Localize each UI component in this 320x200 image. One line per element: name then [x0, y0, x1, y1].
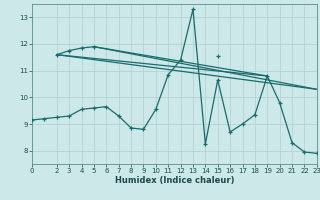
X-axis label: Humidex (Indice chaleur): Humidex (Indice chaleur) [115, 176, 234, 185]
